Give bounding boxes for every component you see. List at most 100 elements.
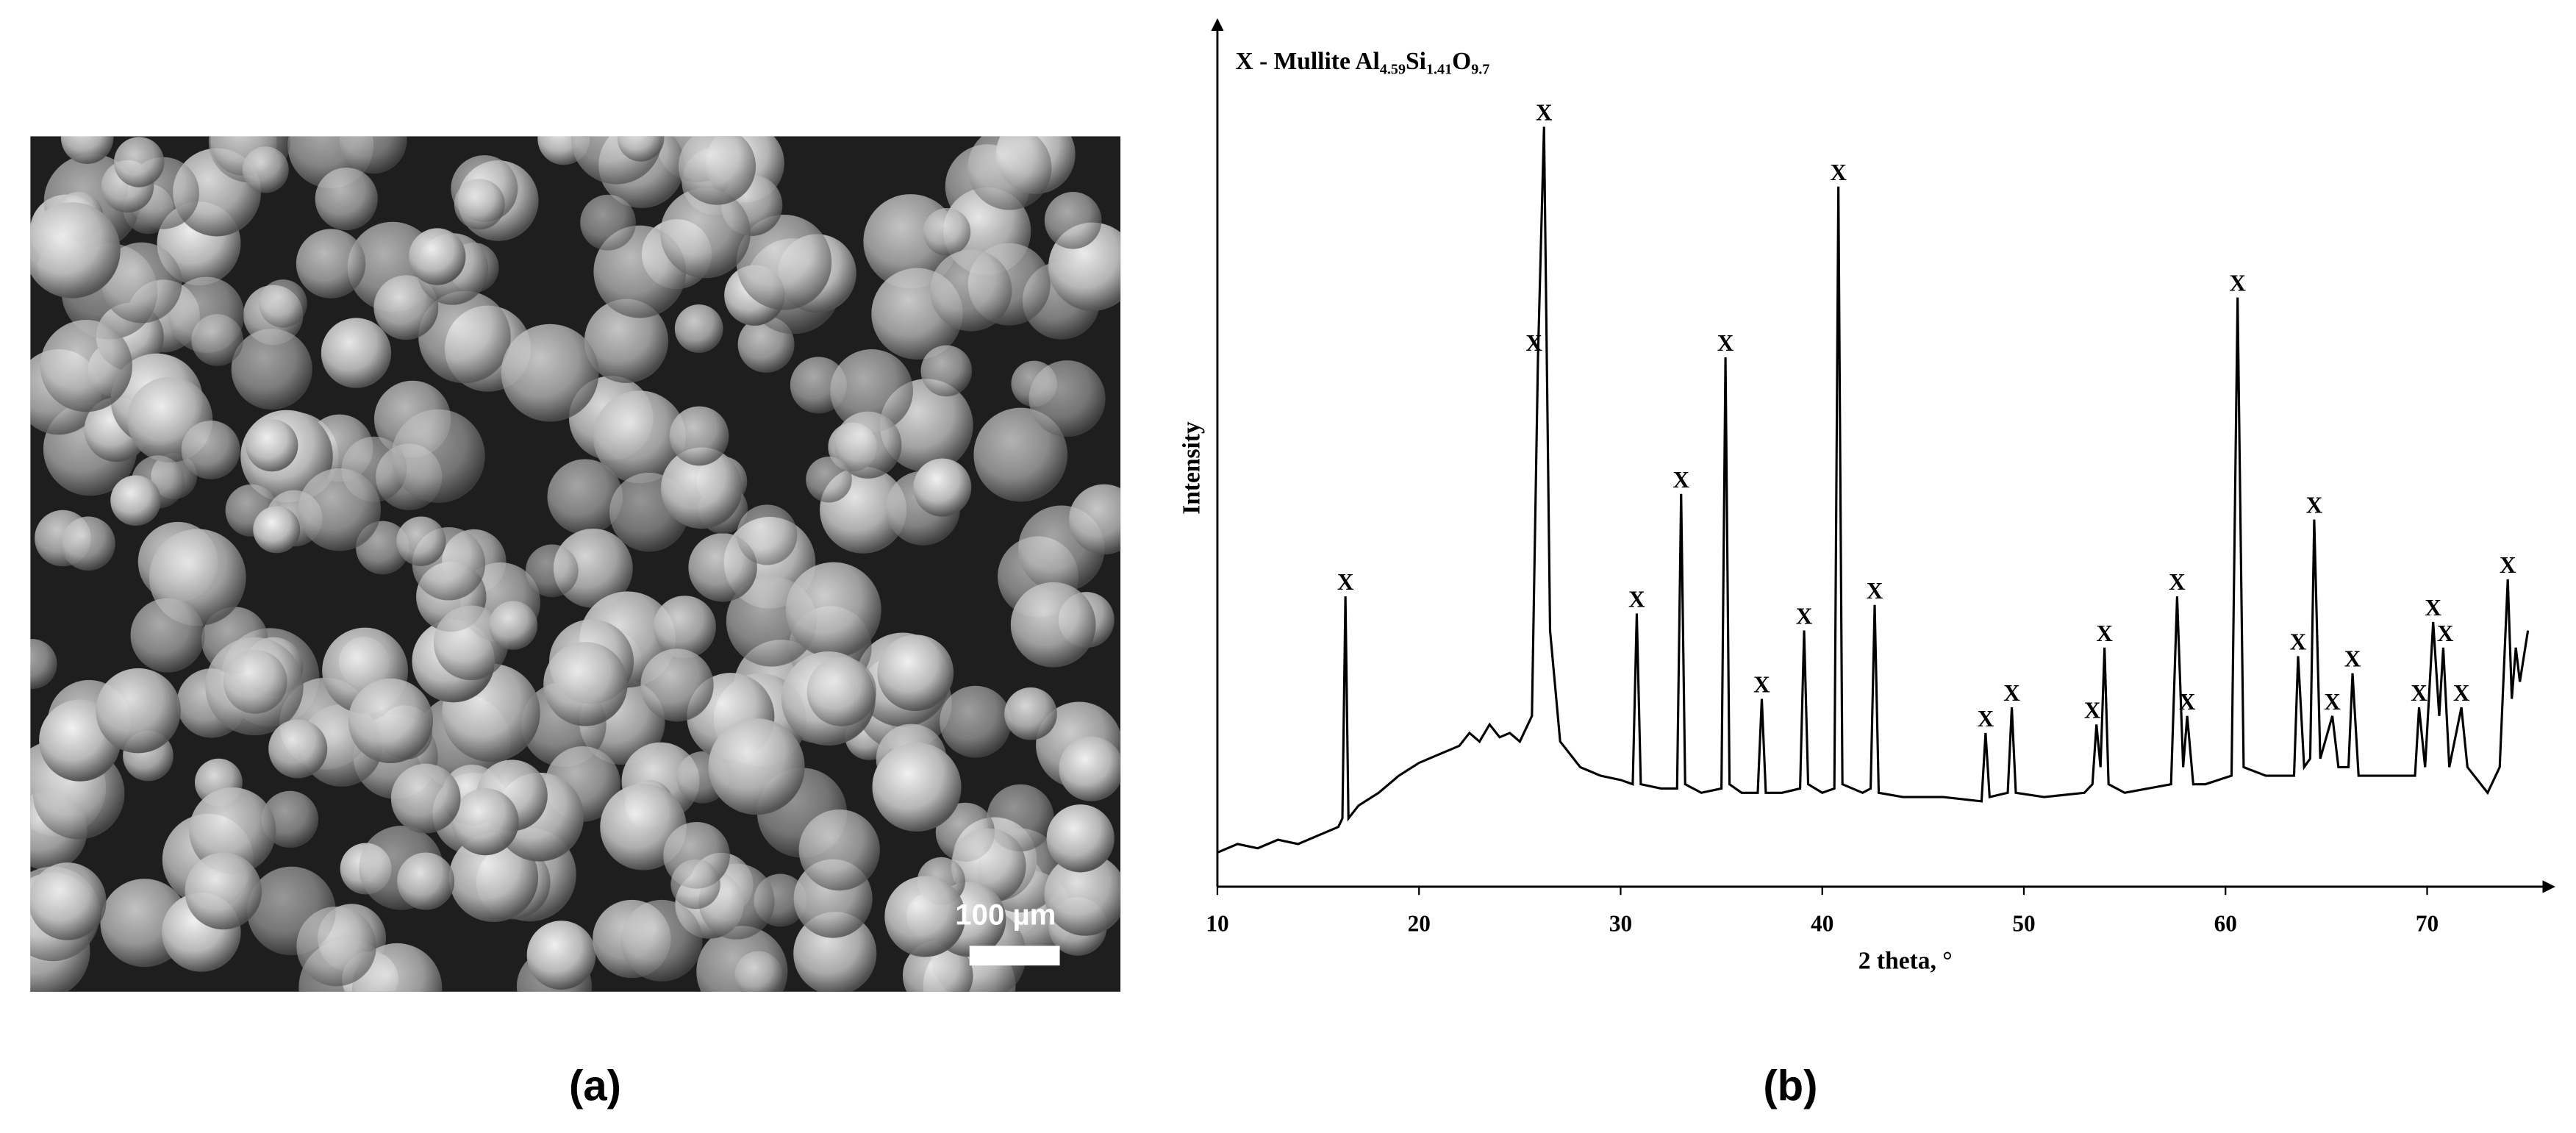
- microsphere: [501, 324, 599, 422]
- microsphere: [678, 136, 756, 205]
- peak-label: X: [2411, 680, 2427, 706]
- microsphere: [1010, 582, 1096, 668]
- microsphere: [189, 787, 276, 875]
- peak-label: X: [1830, 160, 1847, 185]
- peak-label: X: [2425, 595, 2441, 621]
- microsphere: [830, 349, 913, 432]
- peak-label: X: [1337, 569, 1354, 595]
- legend-text: 1.41: [1426, 61, 1452, 77]
- microsphere: [688, 533, 757, 602]
- microsphere: [391, 409, 485, 504]
- microsphere: [674, 304, 723, 353]
- peak-label: X: [2306, 493, 2323, 518]
- microsphere: [373, 275, 439, 340]
- microsphere: [913, 458, 972, 517]
- microsphere: [396, 516, 446, 566]
- microsphere: [923, 207, 971, 256]
- peak-label: X: [1628, 586, 1645, 612]
- microsphere: [231, 329, 312, 410]
- microsphere: [872, 742, 962, 832]
- peak-label: X: [2169, 569, 2186, 595]
- x-tick-label: 70: [2416, 910, 2439, 936]
- microsphere: [973, 407, 1068, 502]
- microsphere: [708, 718, 805, 815]
- microsphere: [30, 862, 107, 940]
- peak-label: X: [2229, 271, 2246, 296]
- microsphere: [620, 899, 703, 982]
- peak-label: X: [1753, 672, 1770, 698]
- scale-bar-label: 100 µm: [955, 898, 1056, 931]
- caption: (b): [1763, 1062, 1817, 1109]
- microsphere: [640, 648, 714, 722]
- microsphere: [526, 544, 579, 598]
- microsphere: [246, 419, 298, 472]
- microsphere: [967, 136, 1052, 210]
- microsphere: [884, 876, 966, 957]
- microsphere: [321, 318, 392, 388]
- peak-label: X: [2324, 689, 2341, 715]
- scale-bar: [969, 946, 1060, 966]
- microsphere: [339, 136, 407, 174]
- peak-label: X: [1536, 99, 1553, 125]
- microsphere: [268, 719, 328, 779]
- microsphere: [806, 657, 876, 726]
- x-tick-label: 40: [1811, 910, 1833, 936]
- microsphere: [653, 596, 716, 659]
- peak-label: X: [2437, 621, 2454, 646]
- x-tick-label: 20: [1408, 910, 1431, 936]
- peak-label: X: [2453, 680, 2470, 706]
- peak-label: X: [2003, 680, 2020, 706]
- x-tick-label: 10: [1206, 910, 1228, 936]
- microsphere: [1059, 736, 1121, 801]
- microsphere: [1044, 853, 1121, 936]
- peak-label: X: [2500, 552, 2516, 578]
- microsphere: [920, 345, 973, 397]
- microsphere: [448, 832, 539, 923]
- microsphere: [940, 685, 1012, 758]
- microsphere: [185, 852, 262, 930]
- microsphere: [1028, 360, 1106, 437]
- microsphere: [1004, 687, 1057, 740]
- x-tick-label: 30: [1609, 910, 1632, 936]
- microsphere: [737, 504, 798, 565]
- microsphere: [584, 299, 669, 383]
- microsphere: [451, 788, 519, 856]
- legend-text: 4.59: [1380, 61, 1406, 77]
- peak-label: X: [1796, 604, 1813, 629]
- y-axis-label: Intensity: [1178, 421, 1205, 515]
- microsphere: [798, 809, 880, 891]
- microsphere: [223, 649, 287, 714]
- microsphere: [101, 242, 182, 324]
- microsphere: [670, 859, 720, 909]
- microsphere: [409, 228, 466, 285]
- peak-label: X: [2084, 697, 2101, 723]
- microsphere: [734, 951, 783, 992]
- legend-text: X - Mullite Al: [1236, 48, 1380, 75]
- microsphere: [296, 906, 376, 987]
- microsphere: [543, 642, 628, 726]
- peak-label: X: [2096, 621, 2113, 646]
- peak-label: X: [2179, 689, 2196, 715]
- microsphere: [547, 459, 623, 535]
- microsphere: [418, 290, 511, 384]
- peak-label: X: [1717, 330, 1734, 356]
- microsphere: [60, 136, 114, 164]
- xrd-pattern: [1217, 126, 2530, 854]
- microsphere: [61, 516, 115, 571]
- microsphere: [242, 146, 289, 193]
- microsphere: [454, 179, 505, 230]
- microsphere: [488, 601, 538, 650]
- microsphere: [130, 598, 205, 673]
- microsphere: [30, 639, 57, 690]
- x-axis-label: 2 theta, °: [1858, 948, 1953, 975]
- legend-text: 9.7: [1471, 61, 1489, 77]
- microsphere: [834, 411, 902, 479]
- microsphere: [1046, 804, 1115, 873]
- peak-label: X: [1978, 706, 1994, 732]
- legend-text: Si: [1406, 48, 1426, 75]
- micrograph: [30, 136, 1121, 992]
- microsphere: [660, 187, 751, 279]
- microsphere: [877, 635, 954, 712]
- microsphere: [593, 390, 686, 484]
